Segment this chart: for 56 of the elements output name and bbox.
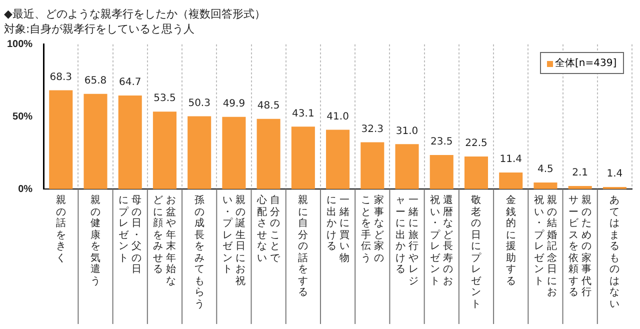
bar bbox=[49, 90, 73, 189]
category-label: 親の結婚記念日にお祝い・プレゼント bbox=[534, 195, 557, 298]
data-label: 22.5 bbox=[465, 138, 488, 150]
data-label: 2.1 bbox=[572, 168, 588, 179]
chart-subtitle: 対象:自身が親孝行をしていると思う人 bbox=[4, 22, 195, 36]
bar bbox=[360, 142, 384, 189]
bar bbox=[534, 182, 558, 189]
chart-title: ◆最近、どのような親孝行をしたか（複数回答形式） bbox=[4, 7, 266, 20]
bar bbox=[568, 186, 592, 189]
y-tick-label: 100% bbox=[7, 39, 33, 50]
data-label: 64.7 bbox=[118, 77, 142, 88]
category-label: 敬老の日にプレゼント bbox=[471, 195, 482, 310]
data-label: 53.5 bbox=[154, 93, 176, 104]
bar bbox=[291, 126, 315, 189]
x-tick-label: 親の健康を気遣う bbox=[90, 195, 101, 287]
data-label: 41.0 bbox=[326, 111, 349, 122]
bar bbox=[222, 116, 246, 189]
bar bbox=[499, 172, 523, 189]
category-label: 還暦など長寿のお祝い・プレゼント bbox=[430, 195, 454, 286]
bar bbox=[430, 155, 454, 189]
bar bbox=[84, 94, 108, 189]
bar bbox=[188, 116, 212, 189]
category-label: 親に自分の話をする bbox=[298, 195, 308, 298]
x-tick-label: 親の話をきく bbox=[55, 195, 66, 264]
data-label: 48.5 bbox=[257, 100, 280, 112]
legend-label: 全体[n=439] bbox=[540, 52, 624, 74]
bar bbox=[256, 118, 280, 189]
category-label: 母の日・父の日にプレゼント bbox=[118, 195, 142, 275]
bar bbox=[395, 144, 419, 189]
data-label: 43.1 bbox=[292, 108, 314, 120]
category-label: お盆や年末年始などに顔をみせる bbox=[153, 195, 176, 286]
data-label: 32.3 bbox=[361, 124, 384, 135]
category-label: 自分のことで心配させない bbox=[257, 195, 280, 264]
y-tick-label: 0% bbox=[18, 184, 33, 195]
bar bbox=[326, 130, 350, 189]
category-label: 親のための家事代行サービスを依頼する bbox=[568, 195, 592, 298]
bar bbox=[464, 156, 488, 189]
data-label: 50.3 bbox=[188, 98, 210, 109]
data-label: 31.0 bbox=[396, 126, 418, 137]
data-label: 4.5 bbox=[538, 164, 554, 176]
category-label: 一緒に旅行やレジャーに出かける bbox=[396, 195, 418, 286]
data-label: 11.4 bbox=[500, 154, 522, 166]
data-label: 49.9 bbox=[222, 98, 246, 110]
category-label: 孫の成長をみてもらう bbox=[194, 195, 204, 310]
bar bbox=[118, 95, 142, 189]
data-label: 23.5 bbox=[430, 136, 453, 148]
bar bbox=[152, 112, 176, 189]
data-label: 68.3 bbox=[50, 72, 72, 83]
category-label: 家事など家のことを手伝う bbox=[360, 195, 384, 264]
data-label: 1.4 bbox=[606, 168, 623, 180]
data-label: 65.8 bbox=[84, 75, 107, 86]
category-label: 一緒に買い物に出かける bbox=[326, 195, 350, 264]
category-label: あてはまるものはない bbox=[610, 195, 620, 310]
x-tick-label: 金銭的に援助する bbox=[505, 195, 516, 287]
category-label: 親の誕生日にお祝い・プレゼント bbox=[222, 195, 246, 286]
y-tick-label: 50% bbox=[12, 111, 33, 122]
